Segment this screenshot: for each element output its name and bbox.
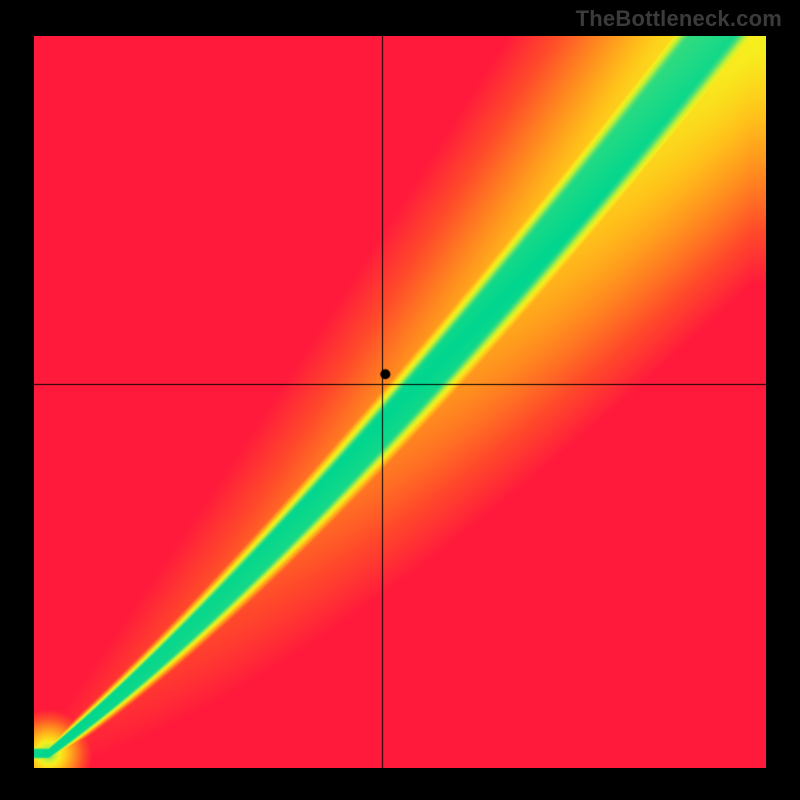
watermark-label: TheBottleneck.com <box>576 6 782 32</box>
bottleneck-heatmap <box>34 36 766 768</box>
bottleneck-plot-stage: TheBottleneck.com <box>0 0 800 800</box>
